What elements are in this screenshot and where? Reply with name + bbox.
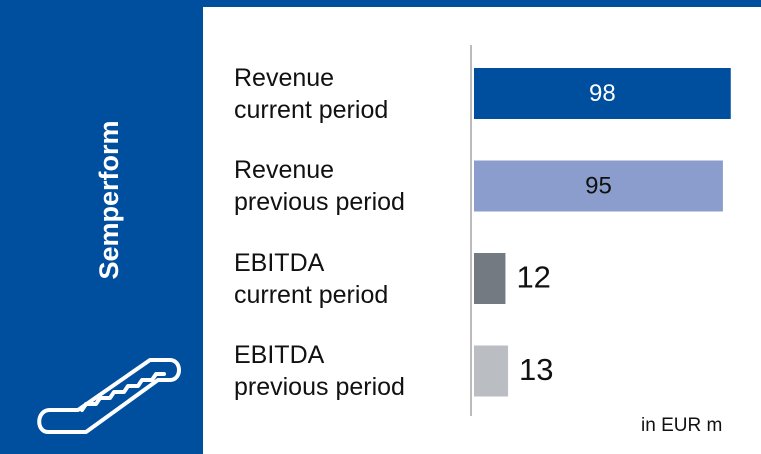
- value-label: 98: [589, 80, 616, 107]
- bar: [474, 345, 509, 397]
- category-label: EBITDA current period: [234, 248, 389, 309]
- value-label: 95: [585, 172, 612, 199]
- panel-title: Semperform: [94, 120, 124, 279]
- escalator-icon: [37, 358, 181, 434]
- category-label: Revenue current period: [234, 63, 389, 124]
- value-label: 12: [516, 260, 550, 295]
- bar: [474, 253, 506, 304]
- bar: [474, 160, 723, 212]
- top-border: [203, 0, 761, 7]
- category-label: Revenue previous period: [234, 156, 405, 216]
- unit-note: in EUR m: [641, 415, 722, 436]
- value-label: 13: [519, 352, 553, 387]
- category-label: EBITDA previous period: [234, 341, 405, 401]
- bar: [474, 68, 731, 119]
